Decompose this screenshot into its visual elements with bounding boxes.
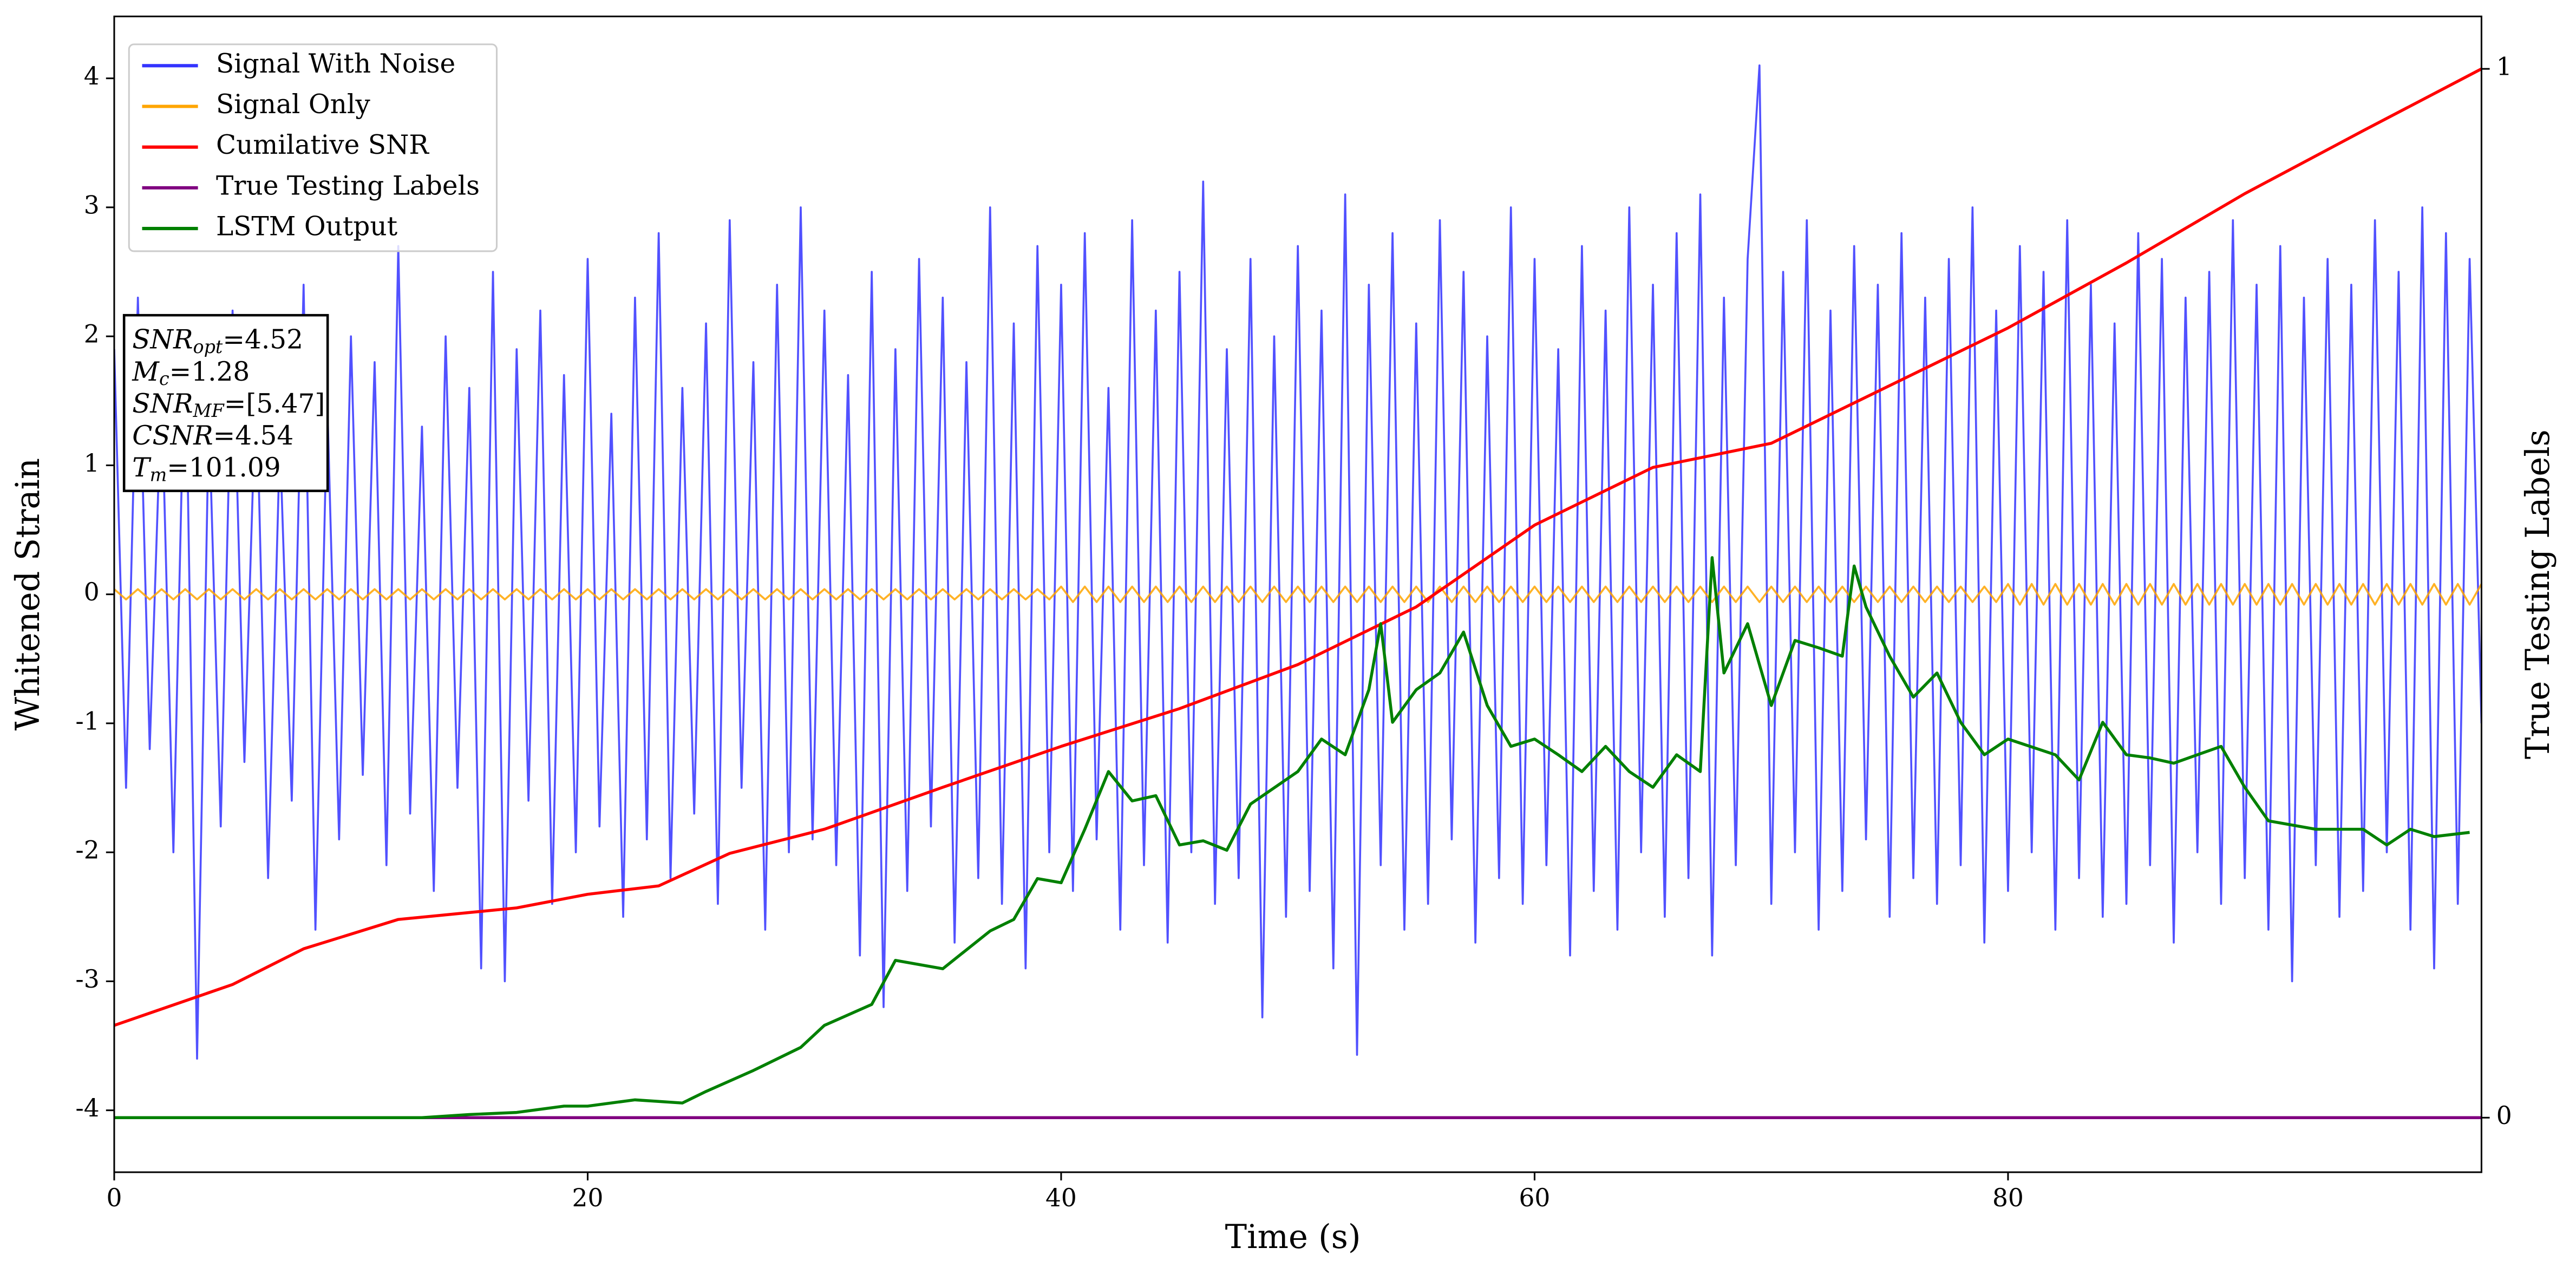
y-tick-label: -1 bbox=[75, 707, 99, 735]
annotation-value: =4.54 bbox=[213, 421, 294, 451]
annotation-value: =101.09 bbox=[167, 453, 280, 483]
legend-label: LSTM Output bbox=[216, 212, 398, 242]
annotation-line: Tm=101.09 bbox=[132, 453, 280, 486]
annotation-symbol: SNR bbox=[132, 324, 193, 355]
annotation-value: =1.28 bbox=[169, 356, 250, 387]
annotation-line: SNRMF=[5.47] bbox=[132, 388, 325, 421]
legend-label: Cumilative SNR bbox=[216, 130, 429, 160]
y-tick-label: 1 bbox=[84, 449, 100, 478]
annotation: SNRopt=4.52Mc=1.28SNRMF=[5.47]CSNR=4.54T… bbox=[122, 313, 329, 492]
annotation-line: CSNR=4.54 bbox=[132, 421, 293, 451]
y-tick-label: 3 bbox=[84, 191, 100, 219]
series-line bbox=[114, 556, 2470, 1120]
annotation-value: =4.52 bbox=[223, 324, 303, 355]
x-axis-label: Time (s) bbox=[1225, 1218, 1361, 1256]
annotation-subscript: m bbox=[150, 464, 167, 485]
y2-tick-label: 0 bbox=[2496, 1101, 2512, 1130]
y-tick-label: 0 bbox=[84, 578, 100, 606]
legend-label: Signal With Noise bbox=[216, 49, 455, 79]
x-tick-label: 40 bbox=[1045, 1184, 1077, 1212]
y-tick-label: 4 bbox=[84, 62, 100, 90]
y-tick-label: -2 bbox=[75, 836, 99, 865]
y-tick-label: -4 bbox=[75, 1094, 99, 1122]
legend-label: True Testing Labels bbox=[216, 171, 480, 201]
annotation-subscript: c bbox=[159, 368, 169, 389]
series-line bbox=[114, 67, 2482, 1027]
annotation-symbol: SNR bbox=[132, 388, 193, 419]
annotation-value: =[5.47] bbox=[224, 388, 325, 419]
x-tick-label: 60 bbox=[1519, 1184, 1551, 1212]
y-tick-label: 2 bbox=[84, 320, 100, 349]
x-tick-label: 80 bbox=[1992, 1184, 2024, 1212]
legend: Signal With Noise Signal Only Cumilative S… bbox=[128, 43, 498, 252]
y2-axis-label: True Testing Labels bbox=[2519, 429, 2557, 759]
plot-area bbox=[114, 64, 2482, 1120]
series-line bbox=[114, 583, 2482, 606]
annotation-symbol: M bbox=[132, 356, 160, 387]
annotation-symbol: CSNR bbox=[132, 421, 213, 451]
annotation-subscript: opt bbox=[193, 336, 223, 357]
annotation-symbol: T bbox=[132, 453, 152, 483]
x-tick-label: 0 bbox=[106, 1184, 122, 1212]
x-tick-label: 20 bbox=[572, 1184, 604, 1212]
annotation-box bbox=[122, 313, 329, 492]
legend-label: Signal Only bbox=[216, 89, 370, 120]
legend-box bbox=[128, 43, 498, 252]
y-axis-label: Whitened Strain bbox=[9, 458, 47, 730]
annotation-line: Mc=1.28 bbox=[132, 356, 250, 389]
y-tick-label: -3 bbox=[75, 965, 99, 994]
y2-tick-label: 1 bbox=[2496, 53, 2512, 81]
annotation-subscript: MF bbox=[193, 400, 225, 421]
series-line bbox=[114, 64, 2482, 1060]
annotation-line: SNRopt=4.52 bbox=[132, 324, 303, 357]
